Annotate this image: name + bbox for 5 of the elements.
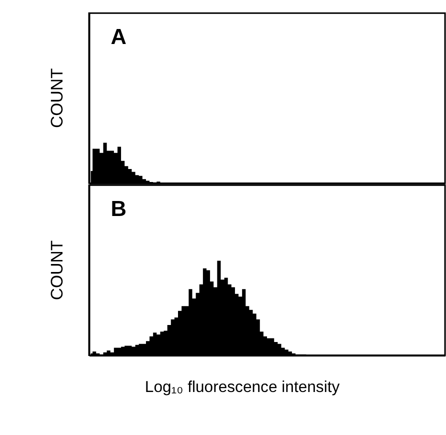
y-axis-title: COUNT	[47, 240, 66, 300]
chart-title: A	[110, 24, 127, 49]
chart-title: B	[110, 196, 126, 221]
x-axis-title: Log₁₀ fluorescence intensity	[144, 378, 340, 396]
y-axis-title: COUNT	[47, 68, 66, 128]
